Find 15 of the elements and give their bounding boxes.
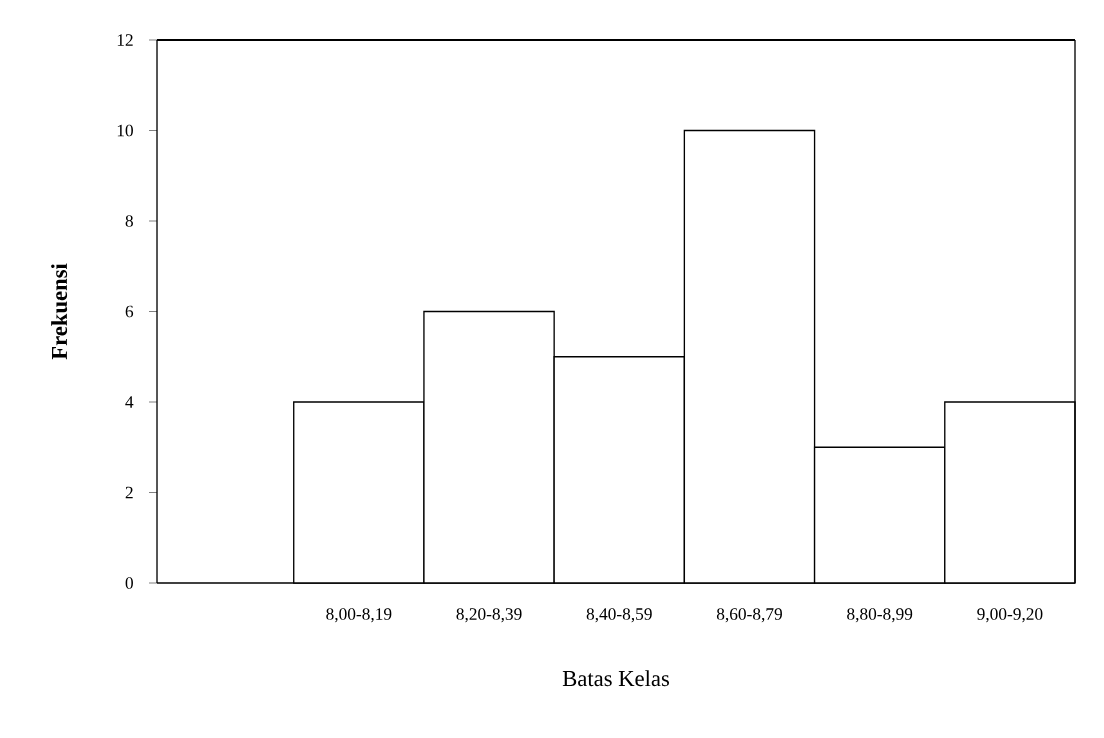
y-axis-title: Frekuensi xyxy=(51,263,68,360)
y-tick-label: 0 xyxy=(125,577,133,589)
y-tick-label: 6 xyxy=(125,305,134,318)
x-axis-title: Batas Kelas xyxy=(562,670,669,687)
x-tick-label: 8,60-8,79 xyxy=(716,608,782,623)
x-tick-label: 8,00-8,19 xyxy=(326,608,392,623)
x-tick-label: 8,40-8,59 xyxy=(586,608,652,623)
y-tick-label: 2 xyxy=(125,486,133,499)
y-tick-label: 8 xyxy=(125,215,133,227)
y-tick-label: 4 xyxy=(125,396,134,408)
y-tick-label: 12 xyxy=(117,34,133,46)
x-tick-label: 8,20-8,39 xyxy=(456,608,522,623)
x-tick-label: 9,00-9,20 xyxy=(977,608,1043,623)
x-tick-label: 8,80-8,99 xyxy=(847,608,913,623)
y-tick-label: 10 xyxy=(117,124,133,137)
